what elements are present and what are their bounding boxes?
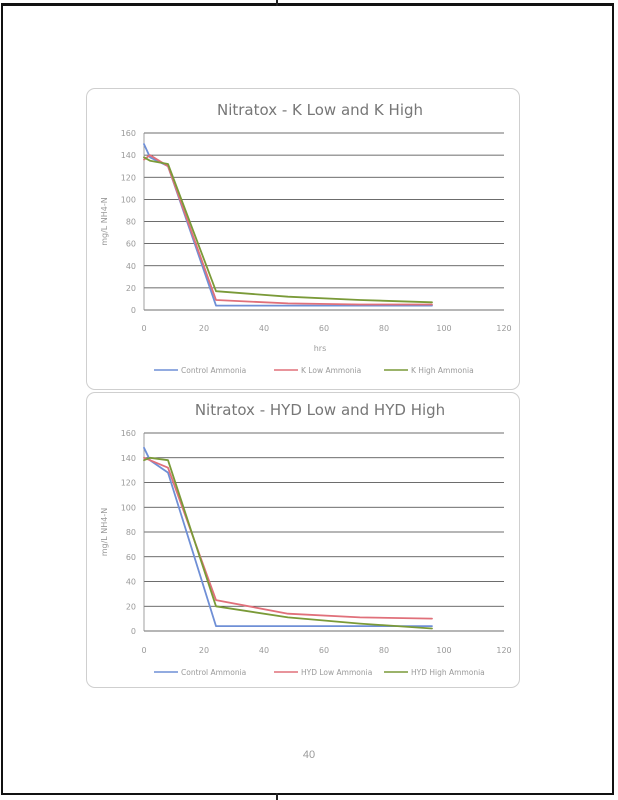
chart-hyd-low-high-svg: Nitratox - HYD Low and HYD High 0 20 40 60 80…	[100, 401, 512, 677]
y-tick-label: 160	[121, 429, 136, 438]
x-tick-label: 80	[379, 646, 389, 655]
series-line-control	[143, 446, 433, 628]
x-tick-label: 120	[496, 646, 511, 655]
legend-label: Control Ammonia	[181, 366, 246, 375]
y-axis-label: mg/L NH4-N	[100, 197, 109, 246]
y-tick-label: 140	[121, 454, 136, 463]
x-tick-label: 80	[379, 324, 389, 333]
page-border	[1, 3, 614, 795]
series-line-high	[143, 456, 433, 630]
chart-k-low-high-svg: Nitratox - K Low and K High 0 20 40 60 80 100 1…	[100, 101, 512, 375]
y-tick-label: 80	[126, 218, 136, 227]
y-tick-label: 60	[126, 240, 136, 249]
page-number: 40	[302, 749, 316, 761]
x-tick-label: 100	[436, 324, 451, 333]
y-tick-label: 140	[121, 151, 136, 160]
legend-label: K Low Ammonia	[301, 366, 361, 375]
scan-mark-bottom	[276, 793, 278, 800]
y-tick-label: 40	[126, 578, 136, 587]
scan-mark-top	[276, 0, 278, 6]
x-tick-label: 20	[199, 646, 209, 655]
x-tick-label: 60	[319, 646, 329, 655]
chart-title: Nitratox - K Low and K High	[217, 101, 423, 119]
y-tick-label: 80	[126, 528, 136, 537]
series-line-control	[143, 143, 433, 307]
chart-title: Nitratox - HYD Low and HYD High	[195, 401, 445, 419]
y-tick-label: 100	[121, 195, 136, 204]
legend-label: K High Ammonia	[411, 366, 474, 375]
x-tick-label: 40	[259, 646, 269, 655]
y-axis-label: mg/L NH4-N	[100, 508, 109, 557]
chart-hyd-low-high: Nitratox - HYD Low and HYD High 0 20 40 60 80…	[86, 392, 520, 688]
x-axis-label: hrs	[314, 344, 327, 353]
y-tick-label: 60	[126, 553, 136, 562]
chart-k-low-high: Nitratox - K Low and K High 0 20 40 60 80 100 1…	[86, 88, 520, 390]
series-line-high	[143, 156, 433, 304]
x-tick-label: 20	[199, 324, 209, 333]
y-tick-label: 0	[131, 627, 136, 636]
legend-label: HYD Low Ammonia	[301, 668, 372, 677]
y-tick-label: 160	[121, 129, 136, 138]
x-tick-label: 40	[259, 324, 269, 333]
legend-label: Control Ammonia	[181, 668, 246, 677]
y-tick-label: 20	[126, 284, 136, 293]
y-tick-label: 20	[126, 602, 136, 611]
x-tick-label: 100	[436, 646, 451, 655]
x-tick-label: 0	[141, 646, 146, 655]
legend-label: HYD High Ammonia	[411, 668, 485, 677]
series-line-low	[143, 456, 433, 620]
y-tick-label: 0	[131, 306, 136, 315]
y-tick-label: 40	[126, 262, 136, 271]
series-line-low	[143, 154, 433, 306]
x-tick-label: 60	[319, 324, 329, 333]
x-tick-label: 0	[141, 324, 146, 333]
y-tick-label: 120	[121, 479, 136, 488]
x-tick-label: 120	[496, 324, 511, 333]
y-tick-label: 100	[121, 503, 136, 512]
y-tick-label: 120	[121, 173, 136, 182]
